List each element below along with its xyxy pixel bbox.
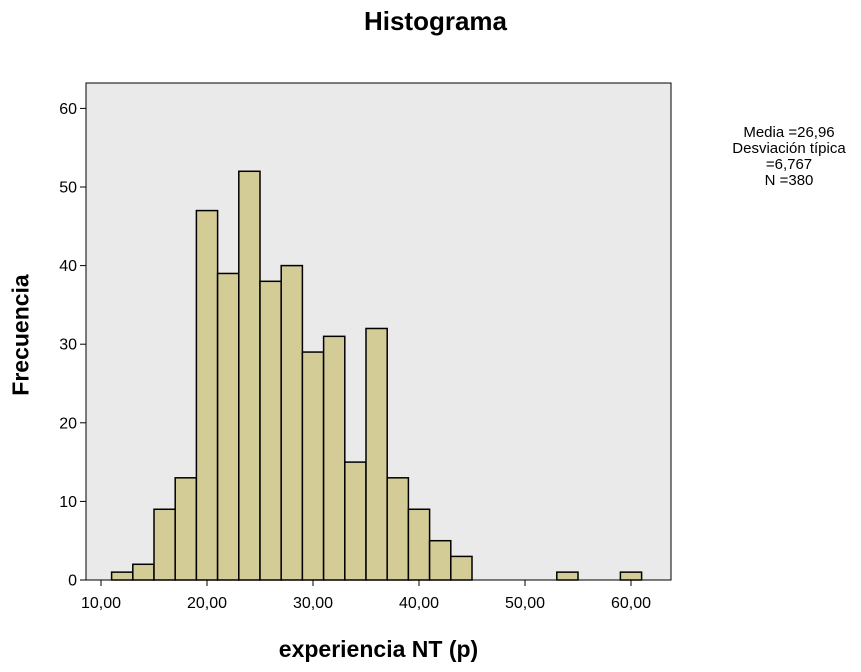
bars-group — [110, 170, 643, 581]
histogram-bar — [259, 280, 282, 581]
y-tick-label: 30 — [59, 337, 77, 354]
x-tick-label: 10,00 — [81, 595, 121, 612]
stats-std-label: Desviación típica — [732, 140, 846, 157]
histogram-bar — [280, 264, 304, 581]
stats-mean: Media =26,96 — [743, 124, 835, 141]
histogram-bar — [301, 351, 325, 581]
histogram-bar — [153, 508, 176, 581]
y-tick-label: 10 — [59, 494, 77, 511]
histogram-bar — [344, 461, 367, 581]
y-tick-label: 0 — [68, 573, 77, 590]
histogram-bar — [407, 508, 431, 581]
x-tick-label: 60,00 — [611, 595, 651, 612]
y-axis-label: Frecuencia — [7, 274, 34, 396]
histogram-bar — [132, 563, 155, 581]
stats-std-value: =6,767 — [765, 156, 813, 173]
y-tick-label: 60 — [59, 101, 77, 118]
x-tick-label: 50,00 — [505, 595, 545, 612]
stats-n: N =380 — [764, 172, 814, 189]
histogram-bar — [195, 209, 219, 581]
histogram-bar — [110, 571, 134, 581]
histogram-bar — [174, 477, 198, 581]
x-tick-label: 40,00 — [399, 595, 439, 612]
y-axis: 0 10 20 30 40 50 60 — [59, 101, 86, 590]
y-tick-label: 40 — [59, 258, 77, 275]
histogram-bar — [450, 555, 473, 581]
y-tick-label: 20 — [59, 415, 77, 432]
chart-title: Histograma — [363, 6, 508, 36]
histogram-bar — [386, 477, 410, 581]
histogram-bar — [428, 539, 452, 581]
histogram-bar — [365, 327, 388, 581]
x-tick-label: 20,00 — [187, 595, 227, 612]
x-axis-label: experiencia NT (p) — [278, 636, 479, 662]
x-tick-label: 30,00 — [293, 595, 333, 612]
x-axis: 10,00 20,00 30,00 40,00 50,00 60,00 — [81, 580, 651, 612]
histogram-bar — [556, 571, 579, 581]
y-tick-label: 50 — [59, 180, 77, 197]
histogram-bar — [322, 335, 346, 581]
histogram-bar — [619, 571, 643, 581]
stats-box: Media =26,96 Desviación típica =6,767 N … — [694, 125, 861, 189]
histogram-bar — [216, 272, 240, 581]
histogram-bar — [238, 170, 261, 581]
